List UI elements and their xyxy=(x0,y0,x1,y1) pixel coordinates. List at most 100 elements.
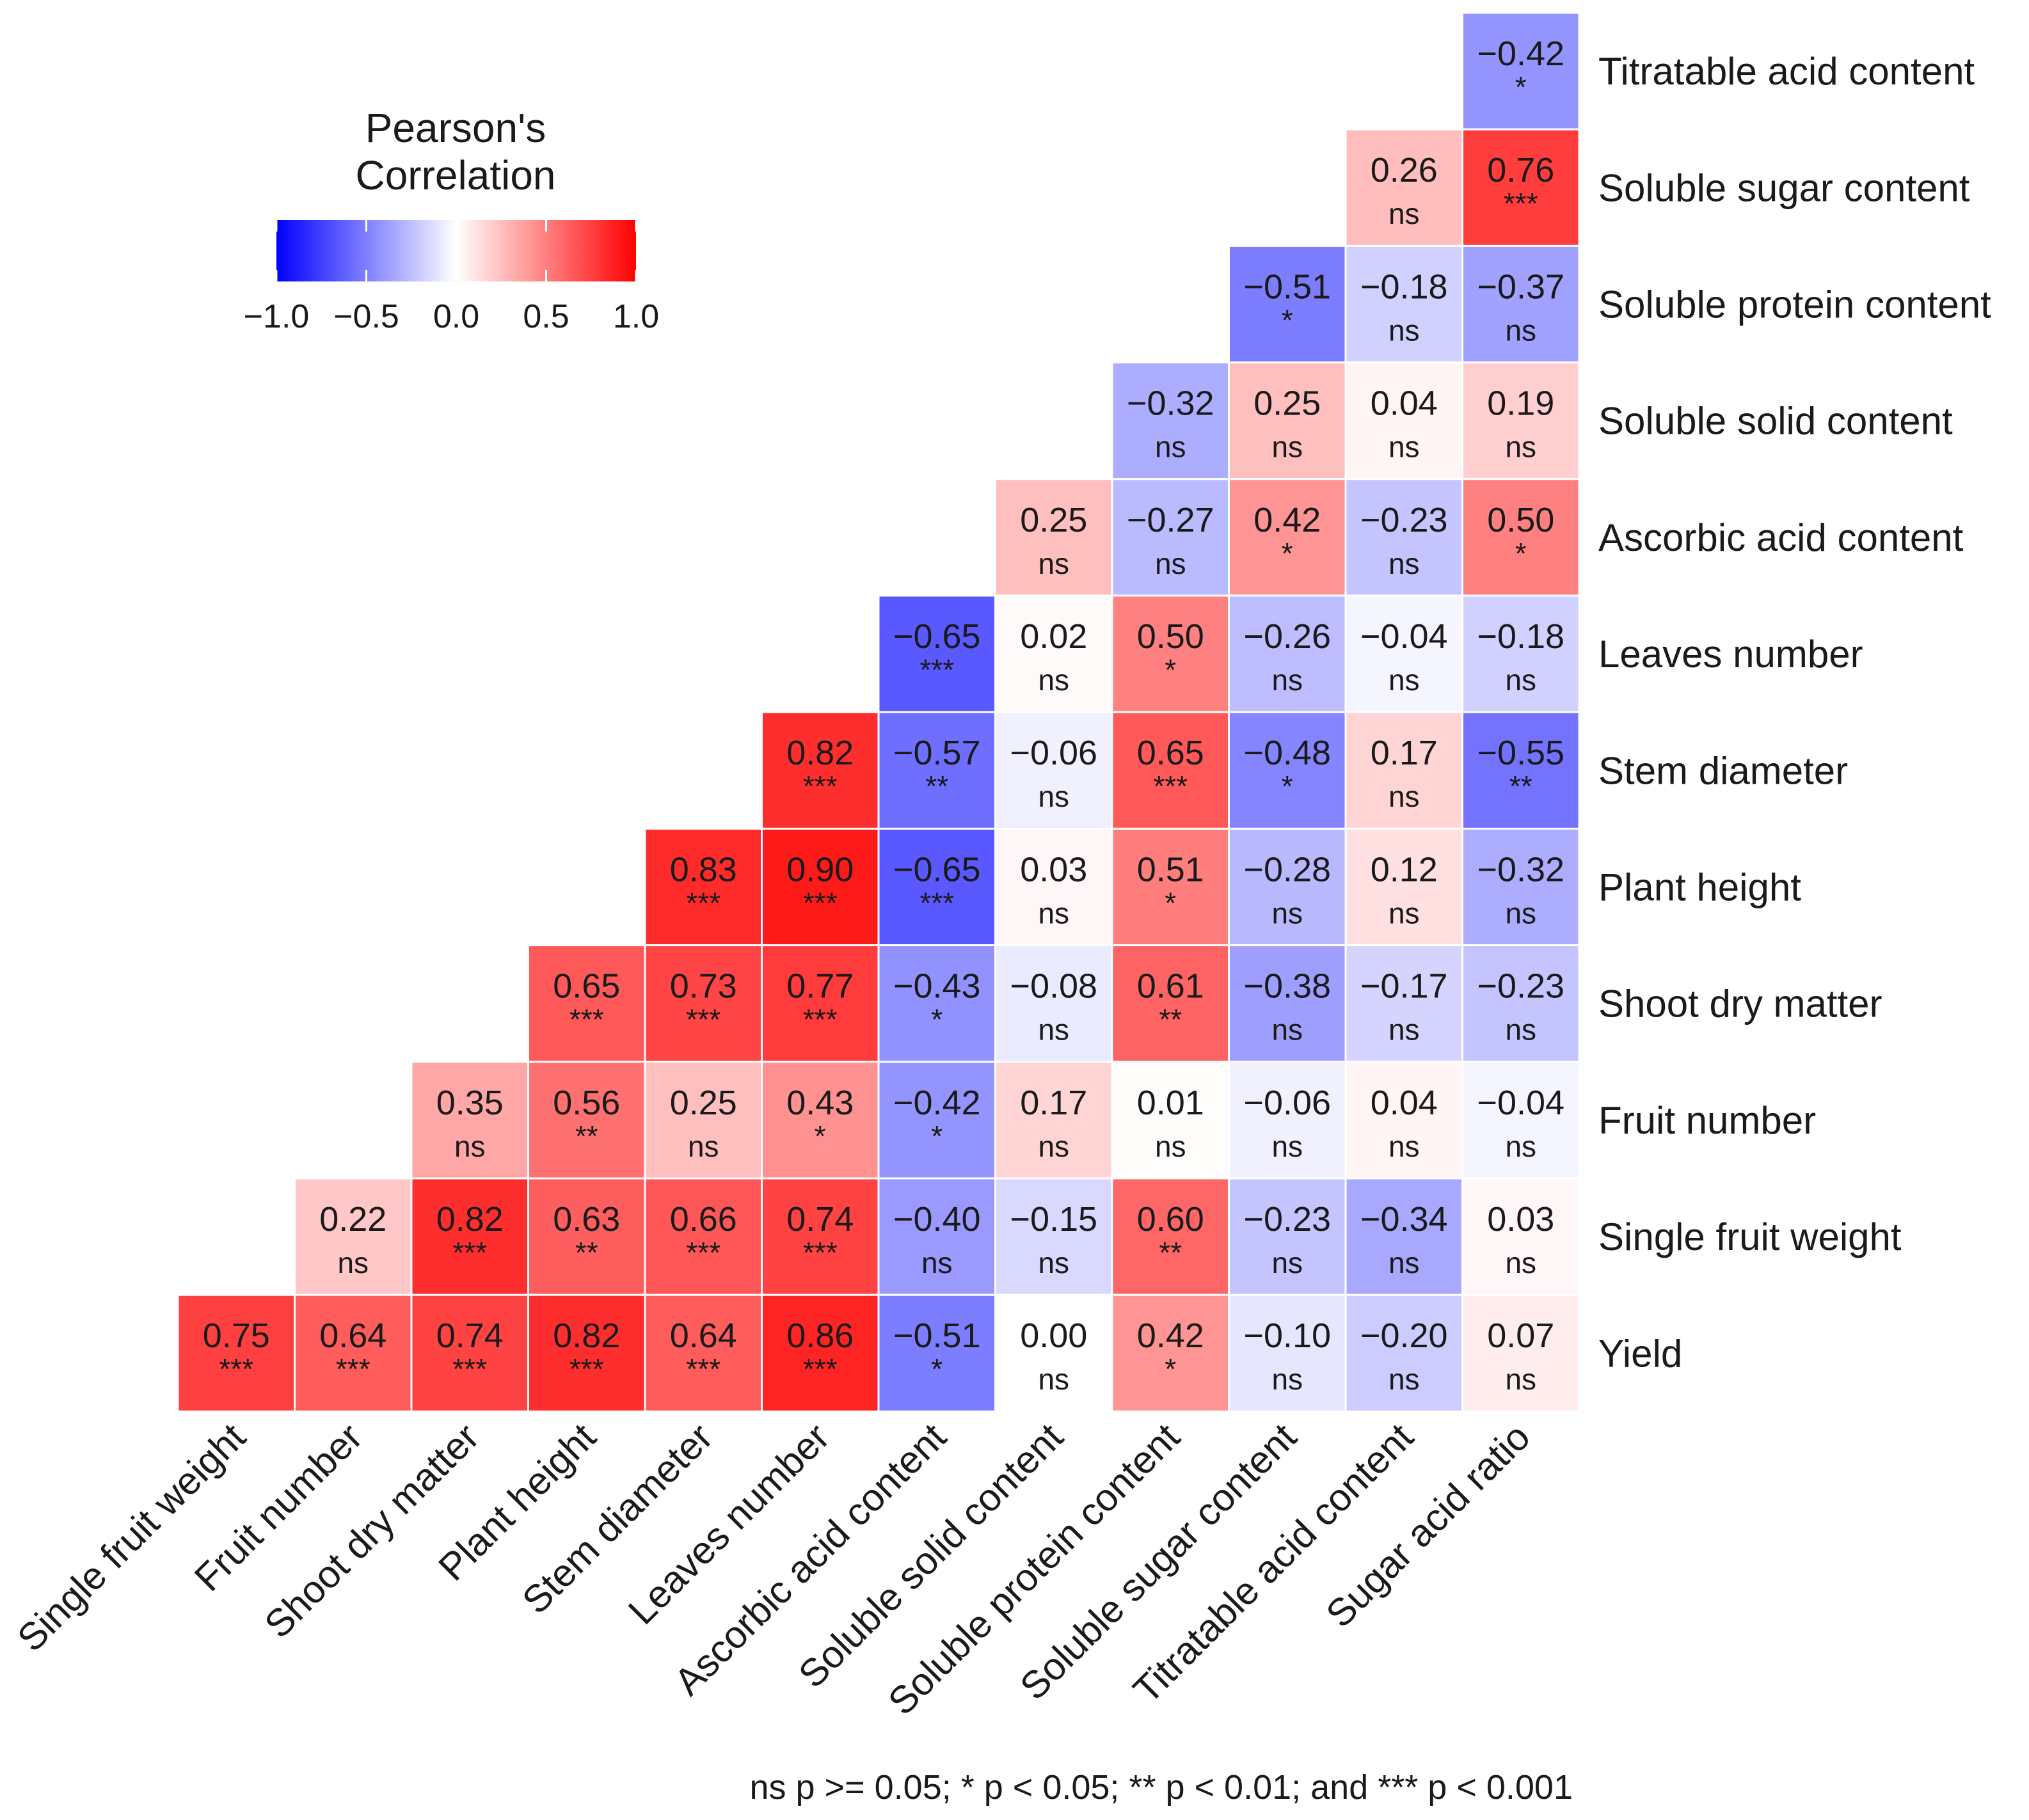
cell-tile xyxy=(1228,244,1347,364)
cell-tile xyxy=(1228,361,1347,480)
cell-correlation-value: 0.86 xyxy=(786,1317,854,1355)
heatmap-cell: 0.90*** xyxy=(761,827,880,947)
cell-significance: *** xyxy=(803,1352,838,1386)
cell-correlation-value: −0.48 xyxy=(1243,734,1331,772)
cell-significance: ns xyxy=(1038,1130,1069,1163)
cell-correlation-value: 0.07 xyxy=(1487,1317,1554,1355)
cell-significance: ns xyxy=(1271,1246,1303,1279)
cell-correlation-value: −0.18 xyxy=(1477,617,1564,656)
cell-correlation-value: 0.25 xyxy=(1020,501,1087,539)
legend-ticks: −1.0 −0.5 0.0 0.5 1.0 xyxy=(244,220,659,335)
cell-significance: ns xyxy=(337,1246,369,1279)
cell-correlation-value: −0.28 xyxy=(1243,850,1331,889)
cell-tile xyxy=(1111,1294,1230,1412)
row-label: Stem diameter xyxy=(1598,749,1848,792)
heatmap-cell: −0.51* xyxy=(877,1294,996,1412)
cell-correlation-value: 0.04 xyxy=(1371,384,1438,423)
legend-tick-label: 1.0 xyxy=(613,298,659,335)
heatmap-cell: −0.57** xyxy=(877,711,996,830)
cell-correlation-value: −0.37 xyxy=(1477,267,1564,306)
cell-correlation-value: 0.73 xyxy=(670,967,737,1006)
cell-tile xyxy=(761,711,880,830)
cell-tile xyxy=(1461,827,1580,947)
cell-tile xyxy=(1228,1177,1347,1296)
cell-significance: ns xyxy=(1388,1246,1420,1279)
row-label: Single fruit weight xyxy=(1598,1215,1902,1258)
cell-correlation-value: 0.77 xyxy=(786,967,854,1006)
cell-tile xyxy=(994,944,1113,1063)
cell-tile xyxy=(761,1177,880,1296)
cell-correlation-value: 0.17 xyxy=(1020,1084,1087,1122)
legend-tick-label: 0.0 xyxy=(433,298,479,335)
cell-significance: *** xyxy=(686,1003,720,1036)
heatmap-cell: −0.23 ns xyxy=(1461,944,1580,1063)
cell-correlation-value: 0.00 xyxy=(1020,1317,1087,1355)
heatmap-cell: 0.35 ns xyxy=(410,1061,529,1180)
cell-tile xyxy=(877,711,996,830)
cell-significance: *** xyxy=(336,1352,370,1386)
heatmap-cell: 0.19 ns xyxy=(1461,361,1580,480)
cell-tile xyxy=(1461,944,1580,1063)
cell-significance: ns xyxy=(1155,1130,1186,1163)
cell-correlation-value: −0.27 xyxy=(1127,501,1214,539)
cell-correlation-value: 0.19 xyxy=(1487,384,1554,423)
row-label: Plant height xyxy=(1598,866,1801,909)
cell-correlation-value: −0.08 xyxy=(1010,967,1097,1006)
heatmap-cell: 0.12 ns xyxy=(1344,827,1463,947)
cell-significance: ns xyxy=(1155,547,1186,580)
cell-tile xyxy=(877,1294,996,1412)
cell-correlation-value: −0.57 xyxy=(893,734,981,772)
cell-tile xyxy=(1461,128,1580,247)
cell-correlation-value: 0.50 xyxy=(1137,617,1204,656)
cell-tile xyxy=(1461,12,1580,131)
heatmap-cell: −0.18 ns xyxy=(1461,594,1580,713)
cell-significance: ns xyxy=(688,1130,719,1163)
cell-tile xyxy=(527,944,646,1063)
cell-tile xyxy=(1111,361,1230,480)
heatmap-cell: −0.20 ns xyxy=(1344,1294,1463,1412)
cell-correlation-value: 0.75 xyxy=(203,1317,270,1355)
cell-significance: * xyxy=(931,1120,943,1153)
cell-significance: ns xyxy=(1505,1363,1536,1396)
cell-correlation-value: 0.04 xyxy=(1371,1084,1438,1122)
cell-significance: ns xyxy=(1388,197,1420,230)
cell-tile xyxy=(1228,478,1347,597)
cell-tile xyxy=(644,827,763,947)
heatmap-cell: 0.56** xyxy=(527,1061,646,1180)
cell-significance: * xyxy=(1165,886,1176,919)
cell-correlation-value: 0.74 xyxy=(786,1200,854,1238)
cell-significance: ns xyxy=(1388,1130,1420,1163)
heatmap-cell: 0.02 ns xyxy=(994,594,1113,713)
heatmap-cell: 0.42* xyxy=(1228,478,1347,597)
cell-significance: ns xyxy=(1271,1013,1303,1047)
cell-tile xyxy=(1111,1061,1230,1180)
cell-tile xyxy=(1228,1294,1347,1412)
heatmap-cell: 0.25 ns xyxy=(994,478,1113,597)
cell-correlation-value: 0.74 xyxy=(436,1317,504,1355)
heatmap-cell: −0.37 ns xyxy=(1461,244,1580,364)
cell-significance: * xyxy=(815,1120,826,1153)
heatmap-cell: 0.64*** xyxy=(294,1294,413,1412)
heatmap-cell: 0.17 ns xyxy=(1344,711,1463,830)
legend: Pearson's Correlation −1.0 −0.5 0.0 0.5 1.0 xyxy=(244,105,659,335)
cell-tile xyxy=(1344,944,1463,1063)
cell-significance: *** xyxy=(569,1352,604,1386)
heatmap-cell: 0.22 ns xyxy=(294,1177,413,1296)
cell-correlation-value: −0.23 xyxy=(1477,967,1564,1006)
cell-correlation-value: −0.65 xyxy=(893,850,981,889)
cell-significance: *** xyxy=(219,1352,253,1386)
cell-significance: ns xyxy=(921,1246,953,1279)
cell-tile xyxy=(877,594,996,713)
heatmap-cell: 0.86*** xyxy=(761,1294,880,1412)
cell-significance: * xyxy=(1282,770,1293,803)
cell-correlation-value: 0.43 xyxy=(786,1084,854,1122)
heatmap-cell: −0.42* xyxy=(1461,12,1580,131)
cell-correlation-value: 0.12 xyxy=(1371,850,1438,889)
cell-significance: * xyxy=(931,1003,943,1036)
cell-correlation-value: −0.65 xyxy=(893,617,981,656)
cell-significance: ns xyxy=(1038,1363,1069,1396)
column-label: Shoot dry matter xyxy=(256,1415,487,1646)
heatmap-cell: −0.23 ns xyxy=(1228,1177,1347,1296)
cell-significance: ** xyxy=(575,1120,598,1153)
